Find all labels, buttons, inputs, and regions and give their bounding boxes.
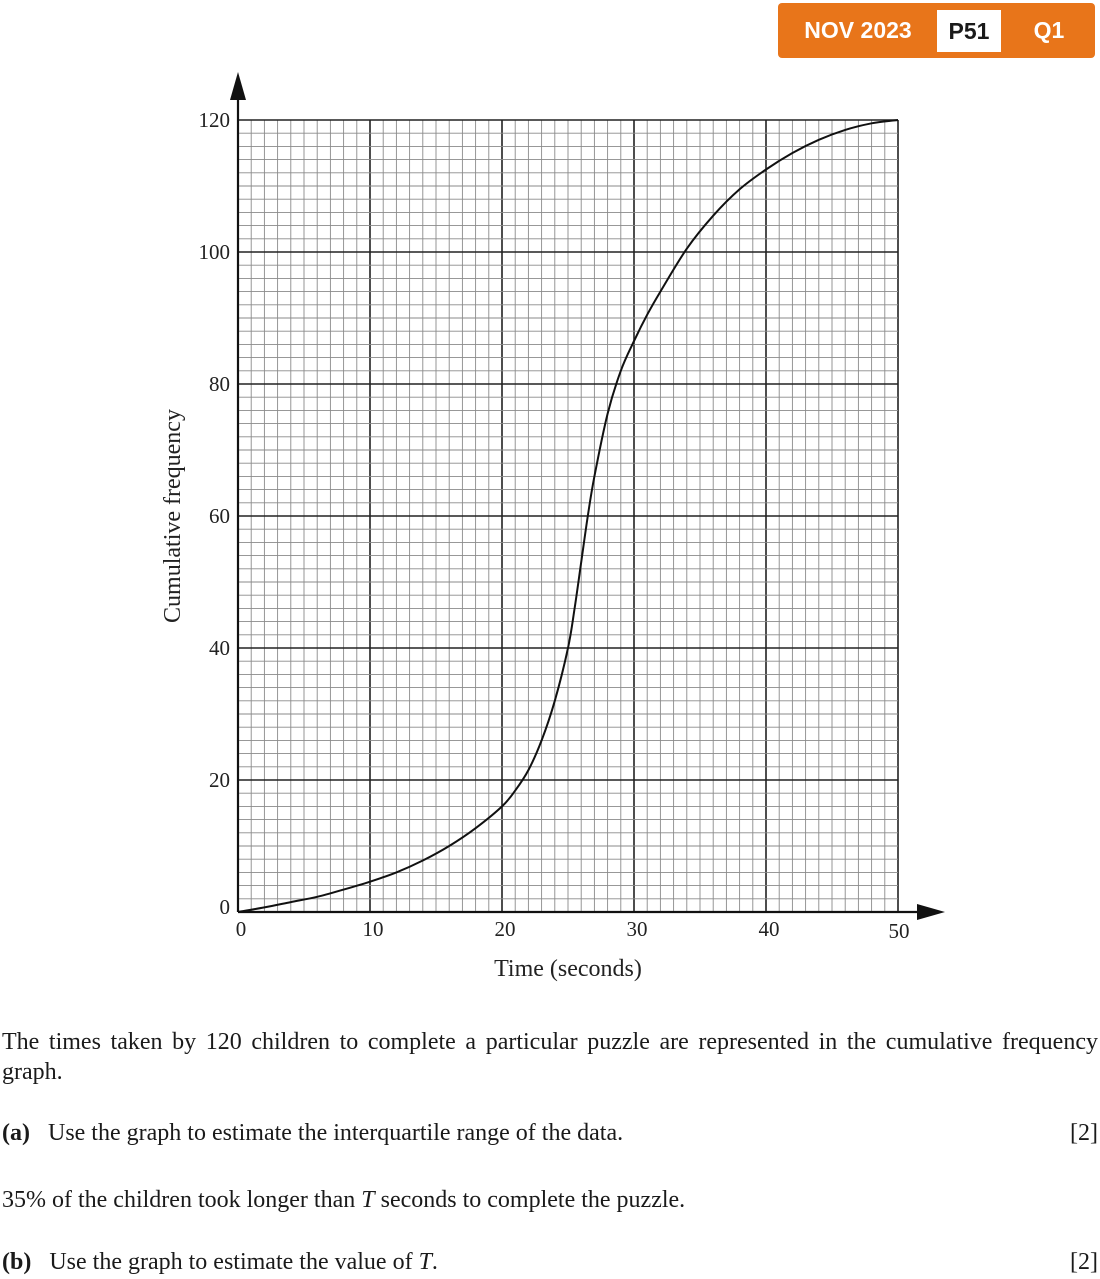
question-badge: NOV 2023 P51 Q1	[778, 3, 1095, 58]
chart-tick-labels: 0 10 20 30 40 50 0 20 40 60 80 100 120	[199, 108, 910, 943]
y-tick-label: 40	[209, 636, 230, 660]
stem-variable: T	[361, 1187, 375, 1213]
part-b-stem: 35% of the children took longer than T s…	[2, 1185, 685, 1215]
y-tick-label: 0	[220, 895, 231, 919]
y-tick-label: 80	[209, 372, 230, 396]
y-axis-arrow	[230, 72, 246, 100]
stem-before: 35% of the children took longer than	[2, 1187, 362, 1213]
x-axis-title: Time (seconds)	[494, 956, 642, 982]
x-tick-label: 20	[495, 917, 516, 941]
chart-series	[237, 119, 899, 913]
badge-session: NOV 2023	[804, 17, 912, 43]
cumulative-frequency-chart: 0 10 20 30 40 50 0 20 40 60 80 100 120 Time (seconds…	[160, 72, 945, 982]
part-b-before: Use the graph to estimate the value of	[49, 1249, 419, 1275]
chart-grid	[237, 119, 899, 913]
x-tick-label: 30	[627, 917, 648, 941]
chart-axes	[230, 72, 945, 920]
part-b: (b) Use the graph to estimate the value o…	[2, 1247, 438, 1277]
question-intro: The times taken by 120 children to compl…	[2, 1029, 1098, 1085]
badge-paper: P51	[937, 10, 1001, 52]
part-b-label: (b)	[2, 1249, 32, 1275]
x-tick-label: 0	[236, 917, 247, 941]
badge-question: Q1	[1033, 17, 1065, 43]
y-tick-label: 60	[209, 504, 230, 528]
part-a-text: Use the graph to estimate the interquart…	[47, 1120, 624, 1146]
y-axis-title: Cumulative frequency	[160, 409, 186, 623]
y-tick-label: 100	[199, 240, 231, 264]
x-axis-arrow	[917, 904, 945, 920]
part-a-label: (a)	[2, 1120, 30, 1146]
part-a: (a) Use the graph to estimate the interqu…	[2, 1118, 623, 1148]
part-b-variable: T	[418, 1249, 432, 1275]
y-tick-label: 20	[209, 768, 230, 792]
part-b-after: .	[431, 1249, 438, 1275]
stem-after: seconds to complete the puzzle.	[374, 1187, 686, 1213]
x-tick-label: 10	[363, 917, 384, 941]
x-tick-label: 40	[759, 917, 780, 941]
y-tick-label: 120	[199, 108, 231, 132]
x-tick-label: 50	[889, 919, 910, 943]
part-b-marks: [2]	[1070, 1249, 1098, 1275]
cumulative-frequency-curve	[237, 119, 899, 913]
part-a-marks: [2]	[1070, 1120, 1098, 1146]
